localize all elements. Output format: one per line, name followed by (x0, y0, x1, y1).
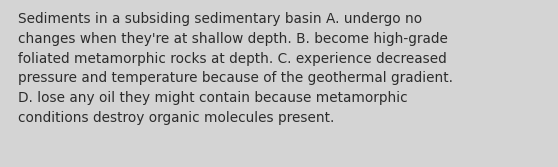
Text: pressure and temperature because of the geothermal gradient.: pressure and temperature because of the … (18, 71, 453, 85)
Text: changes when they're at shallow depth. B. become high-grade: changes when they're at shallow depth. B… (18, 32, 448, 46)
Text: foliated metamorphic rocks at depth. C. experience decreased: foliated metamorphic rocks at depth. C. … (18, 52, 447, 66)
Text: D. lose any oil they might contain because metamorphic: D. lose any oil they might contain becau… (18, 91, 408, 105)
Text: conditions destroy organic molecules present.: conditions destroy organic molecules pre… (18, 111, 334, 125)
Text: Sediments in a subsiding sedimentary basin A. undergo no: Sediments in a subsiding sedimentary bas… (18, 12, 422, 26)
